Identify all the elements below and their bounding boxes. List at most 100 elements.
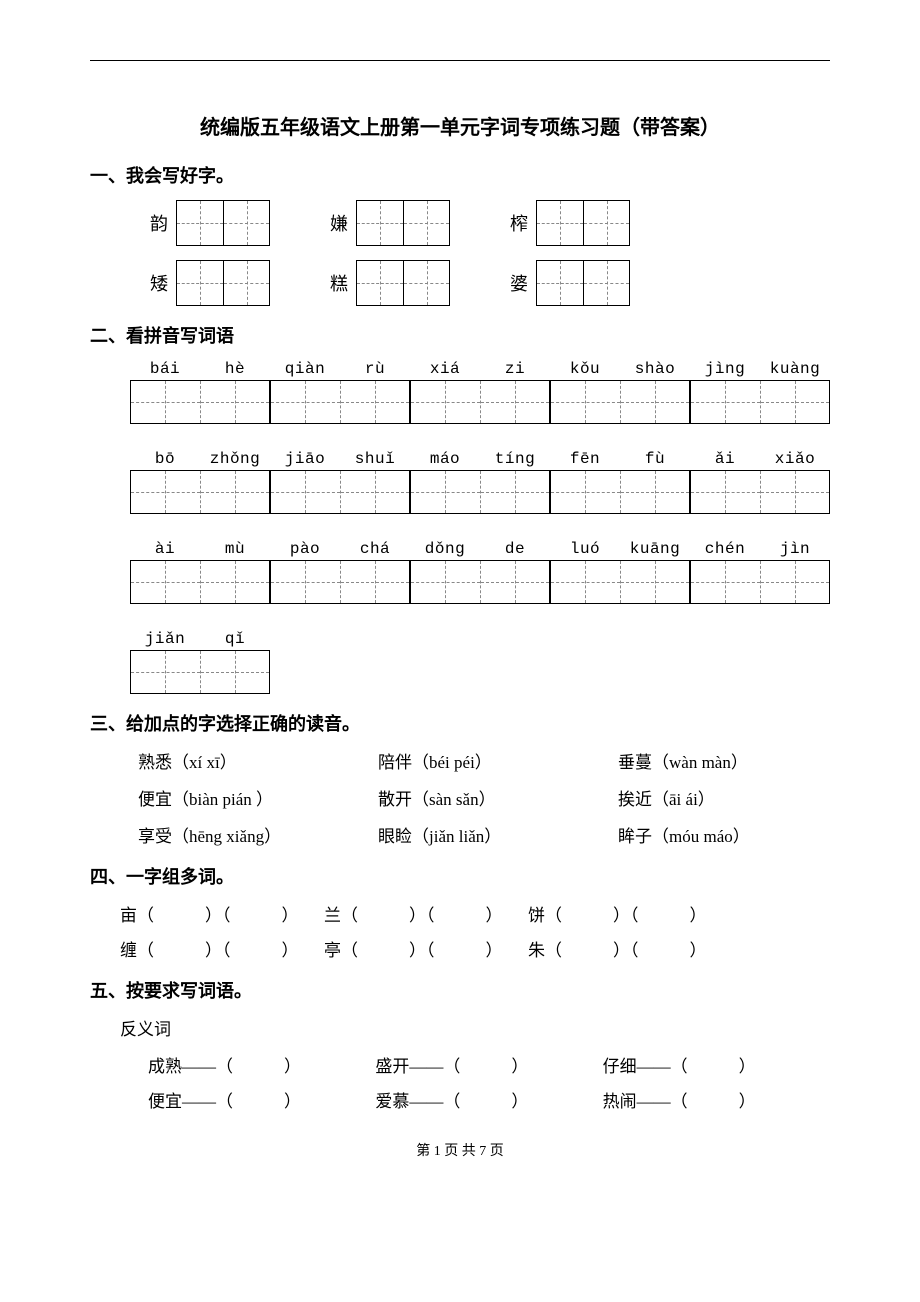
pinyin-row: pàochá [270,540,410,558]
writing-cell [403,261,449,305]
writing-cell [551,381,620,423]
section-5-sub: 反义词 [120,1015,830,1040]
s4-char: 兰 [324,906,341,925]
writing-cell [620,471,690,513]
s3-cell: 挨近（āi ái） [618,785,830,810]
s2-item: jiǎnqǐ [130,630,270,694]
s1-row: 矮糕婆 [150,260,830,306]
writing-cell [200,651,270,693]
twin-box [176,260,270,306]
s5-row: 成熟——（ ）盛开——（ ）仔细——（ ） [148,1052,830,1077]
s2-box [550,560,690,604]
page-footer: 第 1 页 共 7 页 [90,1140,830,1160]
pinyin-row: jìngkuàng [690,360,830,378]
s2-box [690,470,830,514]
pinyin-syllable: ài [130,540,200,558]
pinyin-syllable: chá [340,540,410,558]
twin-box [536,200,630,246]
pinyin-syllable: tíng [480,450,550,468]
s2-box [130,650,270,694]
pinyin-syllable: chén [690,540,760,558]
s5-word: 成熟 [148,1057,182,1076]
s3-cell: 陪伴（béi péi） [378,748,618,773]
pinyin-syllable: dǒng [410,540,480,558]
writing-cell [131,471,200,513]
s2-item: xiázi [410,360,550,424]
pinyin-syllable: xiǎo [760,450,830,468]
s1-item: 糕 [330,260,450,306]
section-4-body: 亩（ ）（ ） 兰（ ）（ ） 饼（ ）（ ） 缠（ ）（ ） 亭（ ）（ ） … [90,901,830,961]
writing-cell [691,561,760,603]
pinyin-syllable: xiá [410,360,480,378]
twin-box [176,200,270,246]
fill-blank: ——（ ） [182,1092,301,1111]
writing-cell [551,471,620,513]
s3-reading: （wàn màn） [652,753,748,772]
writing-cell [223,201,269,245]
writing-cell [760,471,830,513]
writing-cell [131,381,200,423]
s2-item: ǎixiǎo [690,450,830,514]
pinyin-syllable: máo [410,450,480,468]
twin-box [356,260,450,306]
pinyin-syllable: ǎi [690,450,760,468]
s1-item: 婆 [510,260,630,306]
writing-cell [271,561,340,603]
fill-blank: ——（ ） [637,1092,756,1111]
writing-cell [411,381,480,423]
writing-cell [340,381,410,423]
writing-cell [411,561,480,603]
s5-word: 热闹 [603,1092,637,1111]
s3-word: 垂蔓 [618,753,652,772]
s3-reading: （móu máo） [652,827,750,846]
pinyin-row: àimù [130,540,270,558]
s2-box [130,470,270,514]
s4-char: 亭 [324,941,341,960]
s4-char: 缠 [120,941,137,960]
pinyin-syllable: qǐ [200,630,270,648]
s5-cell: 热闹——（ ） [603,1087,830,1112]
writing-cell [583,261,629,305]
pinyin-syllable: bái [130,360,200,378]
section-3-body: 熟悉（xí xī）陪伴（béi péi）垂蔓（wàn màn）便宜（biàn p… [138,748,830,847]
pinyin-syllable: de [480,540,550,558]
fill-blank: （ ）（ ） [545,906,698,925]
s2-box [130,560,270,604]
s2-item: fēnfù [550,450,690,514]
pinyin-syllable: mù [200,540,270,558]
pinyin-syllable: hè [200,360,270,378]
pinyin-row: kǒushào [550,360,690,378]
s3-word: 眸子 [618,827,652,846]
s3-cell: 熟悉（xí xī） [138,748,378,773]
s1-char: 韵 [150,210,168,236]
s2-item: báihè [130,360,270,424]
s5-cell: 爱慕——（ ） [375,1087,602,1112]
s2-item: chénjìn [690,540,830,604]
pinyin-syllable: zi [480,360,550,378]
footer-suffix: 页 [486,1144,504,1159]
s4-row: 亩（ ）（ ） 兰（ ）（ ） 饼（ ）（ ） [120,901,830,926]
pinyin-syllable: kǒu [550,360,620,378]
footer-prefix: 第 [416,1144,434,1159]
s2-box [690,560,830,604]
s5-cell: 仔细——（ ） [603,1052,830,1077]
writing-cell [620,381,690,423]
s2-box [410,560,550,604]
pinyin-syllable: rù [340,360,410,378]
pinyin-row: jiǎnqǐ [130,630,270,648]
section-2-grid: báihèqiànrùxiázikǒushàojìngkuàngbōzhǒngj… [130,360,830,694]
s1-char: 糕 [330,270,348,296]
s1-char: 矮 [150,270,168,296]
page: 统编版五年级语文上册第一单元字词专项练习题（带答案） 一、我会写好字。 韵嫌榨矮… [0,0,920,1200]
s1-row: 韵嫌榨 [150,200,830,246]
s3-reading: （sàn sǎn） [412,790,496,809]
pinyin-syllable: fēn [550,450,620,468]
section-5-heading: 五、按要求写词语。 [90,977,830,1003]
s3-reading: （hēng xiǎng） [172,827,281,846]
s4-char: 亩 [120,906,137,925]
s2-box [130,380,270,424]
s2-item: àimù [130,540,270,604]
fill-blank: ——（ ） [409,1092,528,1111]
twin-box [536,260,630,306]
s2-item: dǒngde [410,540,550,604]
